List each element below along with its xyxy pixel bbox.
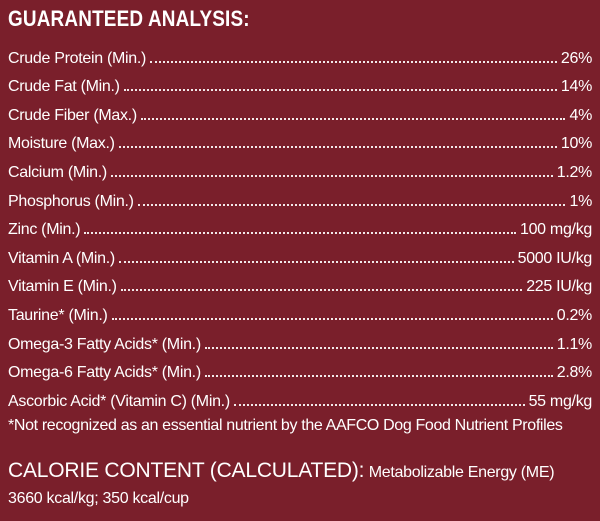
dot-leader xyxy=(204,375,553,378)
dot-leader xyxy=(204,346,553,349)
dot-leader xyxy=(110,174,553,177)
nutrient-value: 225 IU/kg xyxy=(526,278,592,296)
nutrient-label: Vitamin E (Min.) xyxy=(8,278,117,296)
nutrient-label: Zinc (Min.) xyxy=(8,221,81,239)
nutrient-label: Omega-3 Fatty Acids* (Min.) xyxy=(8,335,201,353)
analysis-row: Vitamin E (Min.) 225 IU/kg xyxy=(8,268,592,297)
nutrient-label: Crude Protein (Min.) xyxy=(8,49,147,67)
calorie-content: CALORIE CONTENT (CALCULATED): Metaboliza… xyxy=(8,458,592,512)
footnote: *Not recognized as an essential nutrient… xyxy=(8,417,563,434)
nutrient-value: 1.1% xyxy=(556,335,593,353)
nutrient-value: 14% xyxy=(560,78,592,96)
nutrient-value: 1% xyxy=(569,192,592,210)
nutrient-value: 1.2% xyxy=(556,163,593,181)
dot-leader xyxy=(111,317,553,320)
nutrient-label: Calcium (Min.) xyxy=(8,163,107,181)
analysis-row: Zinc (Min.) 100 mg/kg xyxy=(8,211,592,240)
nutrient-label: Moisture (Max.) xyxy=(8,135,115,153)
analysis-row: Omega-3 Fatty Acids* (Min.) 1.1% xyxy=(8,325,592,354)
analysis-row: Omega-6 Fatty Acids* (Min.) 2.8% xyxy=(8,354,592,383)
dot-leader xyxy=(233,403,525,406)
nutrient-label: Crude Fiber (Max.) xyxy=(8,106,137,124)
dot-leader xyxy=(150,60,557,63)
analysis-rows: Crude Protein (Min.) 26% Crude Fat (Min.) 1… xyxy=(8,39,592,411)
analysis-title: GUARANTEED ANALYSIS: xyxy=(8,6,250,31)
nutrient-value: 2.8% xyxy=(556,364,593,382)
nutrient-value: 55 mg/kg xyxy=(528,392,593,410)
analysis-row: Moisture (Max.) 10% xyxy=(8,125,592,154)
nutrient-value: 26% xyxy=(560,49,592,67)
nutrient-value: 4% xyxy=(569,106,592,124)
dot-leader xyxy=(120,289,523,292)
analysis-row: Crude Fiber (Max.) 4% xyxy=(8,96,592,125)
dot-leader xyxy=(140,117,566,120)
analysis-row: Phosphorus (Min.) 1% xyxy=(8,182,592,211)
analysis-row: Ascorbic Acid* (Vitamin C) (Min.) 55 mg/k… xyxy=(8,382,592,411)
nutrient-value: 10% xyxy=(560,135,592,153)
nutrient-value: 5000 IU/kg xyxy=(517,249,593,267)
analysis-row: Crude Fat (Min.) 14% xyxy=(8,68,592,97)
dot-leader xyxy=(137,203,566,206)
calorie-heading: CALORIE CONTENT (CALCULATED): xyxy=(8,459,365,482)
nutrient-value: 100 mg/kg xyxy=(519,221,592,239)
nutrient-label: Phosphorus (Min.) xyxy=(8,192,134,210)
nutrient-label: Omega-6 Fatty Acids* (Min.) xyxy=(8,364,201,382)
nutrient-label: Taurine* (Min.) xyxy=(8,306,108,324)
dot-leader xyxy=(123,89,557,92)
dot-leader xyxy=(84,232,516,235)
analysis-row: Taurine* (Min.) 0.2% xyxy=(8,296,592,325)
dot-leader xyxy=(118,260,514,263)
nutrient-value: 0.2% xyxy=(556,306,593,324)
nutrient-label: Vitamin A (Min.) xyxy=(8,249,115,267)
dot-leader xyxy=(118,146,557,149)
analysis-row: Calcium (Min.) 1.2% xyxy=(8,153,592,182)
calorie-text: Metabolizable Energy (ME) 3660 kcal/kg; … xyxy=(8,464,555,507)
nutrient-label: Ascorbic Acid* (Vitamin C) (Min.) xyxy=(8,392,230,410)
nutrient-label: Crude Fat (Min.) xyxy=(8,78,120,96)
analysis-row: Vitamin A (Min.) 5000 IU/kg xyxy=(8,239,592,268)
analysis-row: Crude Protein (Min.) 26% xyxy=(8,39,592,68)
